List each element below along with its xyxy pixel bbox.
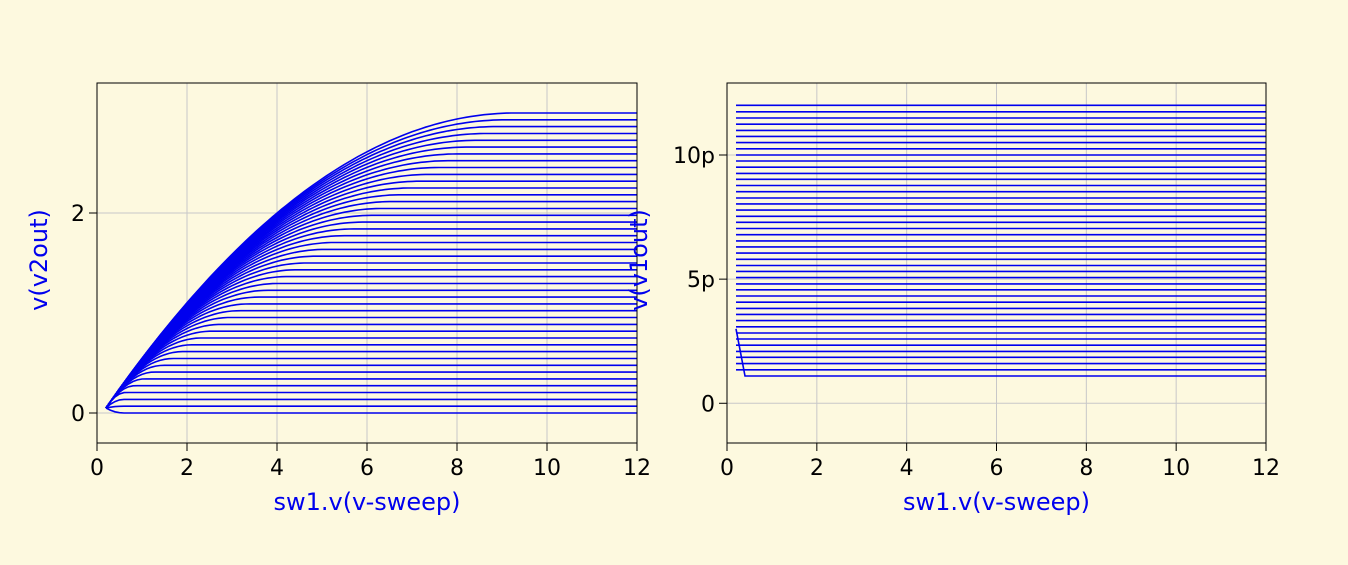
x-tick-label: 8 (450, 456, 464, 481)
y-tick-label: 0 (701, 392, 715, 417)
x-tick-label: 12 (1252, 456, 1280, 481)
v2out-series-line (105, 296, 637, 409)
plot1-ticks: 0 2 4 6 8 10 12 0 2 (71, 202, 651, 481)
plot2-x-axis-label: sw1.v(v-sweep) (903, 488, 1090, 516)
plot-v2out: 0 2 4 6 8 10 12 0 2 sw1.v(v-sweep) v(v2out) (25, 82, 651, 516)
y-tick-label: 0 (71, 402, 85, 427)
v2out-series-line (105, 289, 637, 409)
v2out-series-line (105, 350, 637, 409)
v2out-series-line (105, 398, 637, 409)
v2out-series-line (105, 275, 637, 409)
v2out-series-line (105, 371, 637, 409)
x-tick-label: 0 (720, 456, 734, 481)
x-tick-label: 4 (900, 456, 914, 481)
x-tick-label: 10 (1162, 456, 1190, 481)
x-tick-label: 6 (990, 456, 1004, 481)
x-tick-label: 2 (810, 456, 824, 481)
v2out-series-line (105, 378, 637, 409)
v2out-series-line (105, 391, 637, 409)
x-tick-label: 2 (180, 456, 194, 481)
x-tick-label: 12 (623, 456, 651, 481)
plot1-x-axis-label: sw1.v(v-sweep) (273, 488, 460, 516)
v2out-series-line (105, 282, 637, 409)
plot1-y-axis-label: v(v2out) (25, 209, 53, 311)
v2out-series-line (105, 357, 637, 409)
v2out-series-line (105, 303, 637, 409)
plot1-traces (105, 112, 637, 414)
v1out-series-line (735, 328, 1266, 377)
v2out-series-line (105, 323, 637, 409)
x-tick-label: 0 (90, 456, 104, 481)
y-tick-label: 10p (673, 144, 715, 169)
x-tick-label: 6 (360, 456, 374, 481)
v2out-series-line (105, 343, 637, 409)
x-tick-label: 10 (533, 456, 561, 481)
v2out-series-line (105, 407, 637, 414)
v2out-series-line (105, 337, 637, 409)
plot2-traces (735, 104, 1266, 377)
plot2-ticks: 0 2 4 6 8 10 12 0 5p 10p (673, 144, 1280, 481)
v2out-series-line (105, 316, 637, 409)
v2out-series-line (105, 309, 637, 409)
v2out-series-line (105, 330, 637, 409)
plot-v1out: 0 2 4 6 8 10 12 0 5p 10p sw1.v(v-sweep) v(v1out) (625, 82, 1280, 516)
v2out-series-line (105, 194, 637, 409)
y-tick-label: 2 (71, 202, 85, 227)
v2out-series-line (105, 255, 637, 409)
v2out-series-line (105, 262, 637, 409)
y-tick-label: 5p (687, 268, 715, 293)
x-tick-label: 4 (270, 456, 284, 481)
v2out-series-line (105, 364, 637, 409)
v2out-series-line (105, 268, 637, 409)
v2out-series-line (105, 405, 637, 409)
x-tick-label: 8 (1079, 456, 1093, 481)
v2out-series-line (105, 187, 637, 409)
v2out-series-line (105, 112, 637, 409)
plot2-y-axis-label: v(v1out) (625, 209, 653, 311)
v2out-series-line (105, 384, 637, 409)
